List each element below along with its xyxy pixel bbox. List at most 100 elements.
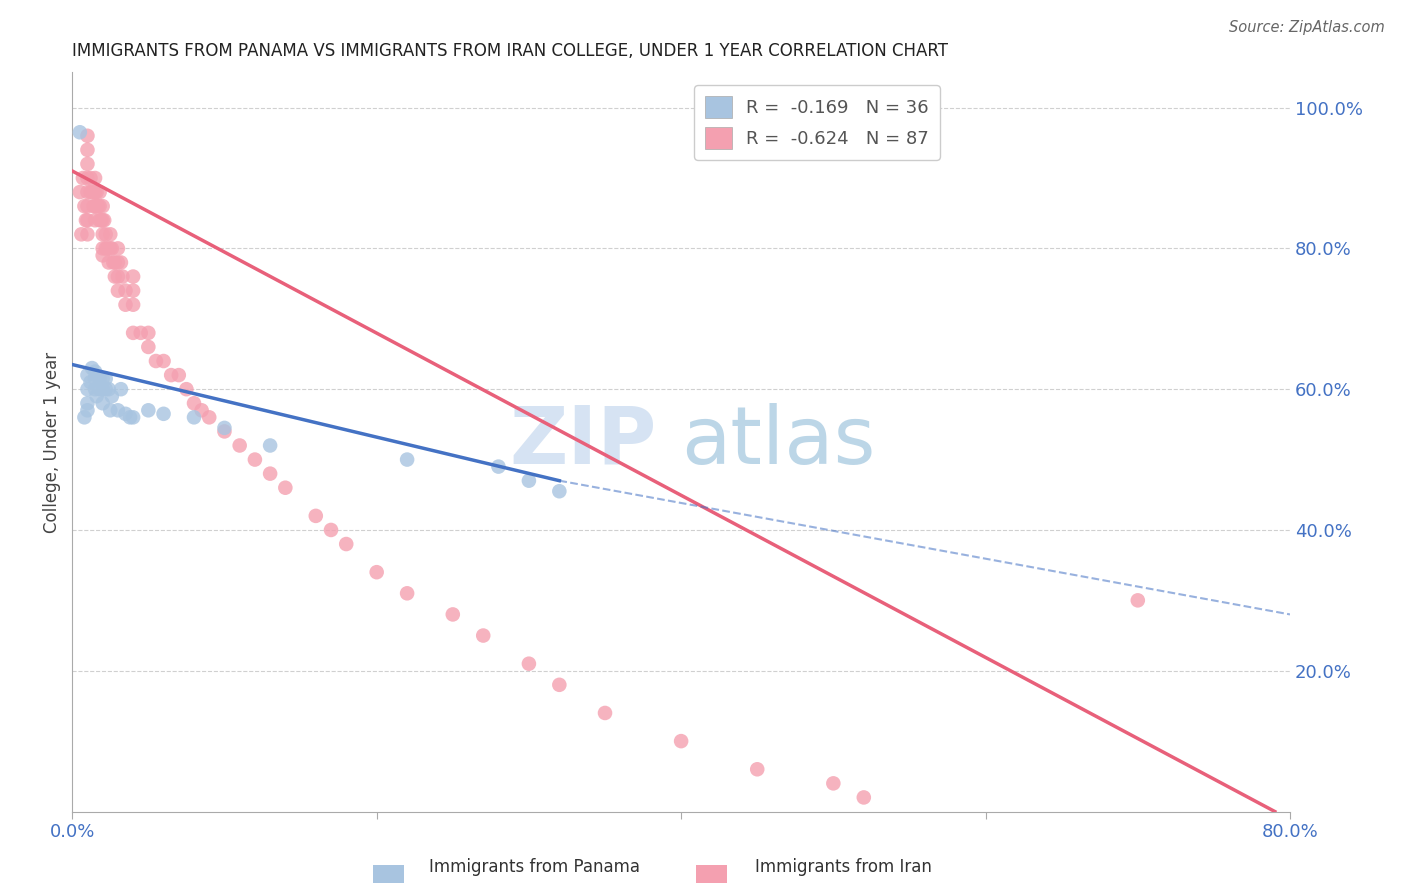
Point — [138, 326, 160, 340]
Point — [84, 199, 107, 213]
Point — [91, 371, 114, 385]
Point — [76, 185, 98, 199]
Point — [183, 396, 205, 410]
Point — [91, 213, 114, 227]
Point — [517, 474, 540, 488]
Point — [89, 371, 111, 385]
Point — [107, 255, 129, 269]
Legend: R =  -0.169   N = 36, R =  -0.624   N = 87: R = -0.169 N = 36, R = -0.624 N = 87 — [695, 85, 941, 160]
Point — [107, 403, 129, 417]
Point — [107, 284, 129, 298]
Point — [669, 734, 692, 748]
Y-axis label: College, Under 1 year: College, Under 1 year — [44, 351, 60, 533]
Point — [84, 371, 107, 385]
Point — [259, 438, 281, 452]
Point — [104, 269, 127, 284]
Point — [97, 382, 120, 396]
Point — [91, 396, 114, 410]
Point — [94, 382, 117, 396]
Point — [396, 452, 419, 467]
Point — [107, 241, 129, 255]
Point — [76, 403, 98, 417]
Point — [86, 389, 108, 403]
Point — [335, 537, 357, 551]
Point — [145, 354, 167, 368]
Point — [79, 171, 101, 186]
Point — [76, 368, 98, 383]
Point — [76, 157, 98, 171]
Point — [104, 255, 127, 269]
Point — [122, 326, 145, 340]
Point — [91, 199, 114, 213]
Point — [110, 255, 132, 269]
Point — [548, 484, 571, 499]
Point — [84, 365, 107, 379]
Point — [122, 269, 145, 284]
Point — [101, 389, 124, 403]
Point — [70, 227, 93, 242]
Point — [89, 199, 111, 213]
Point — [76, 171, 98, 186]
Point — [138, 403, 160, 417]
Point — [89, 382, 111, 396]
Point — [86, 185, 108, 199]
Text: Immigrants from Panama: Immigrants from Panama — [429, 858, 640, 876]
Point — [93, 213, 115, 227]
Point — [319, 523, 342, 537]
Point — [83, 199, 105, 213]
Point — [84, 185, 107, 199]
Point — [84, 171, 107, 186]
Point — [79, 375, 101, 389]
Point — [98, 227, 121, 242]
Text: Immigrants from Iran: Immigrants from Iran — [755, 858, 932, 876]
Point — [152, 407, 174, 421]
Point — [76, 143, 98, 157]
Point — [76, 213, 98, 227]
Point — [214, 425, 236, 439]
Point — [91, 227, 114, 242]
Point — [111, 269, 134, 284]
Point — [107, 269, 129, 284]
Point — [167, 368, 190, 383]
Point — [73, 410, 96, 425]
Point — [69, 125, 91, 139]
Point — [441, 607, 464, 622]
Point — [98, 403, 121, 417]
Point — [138, 340, 160, 354]
Point — [76, 199, 98, 213]
Point — [73, 199, 96, 213]
Point — [110, 382, 132, 396]
Point — [129, 326, 152, 340]
Point — [517, 657, 540, 671]
Point — [198, 410, 221, 425]
Text: atlas: atlas — [681, 403, 876, 481]
Point — [548, 678, 571, 692]
Point — [122, 284, 145, 298]
Point — [190, 403, 212, 417]
Point — [76, 227, 98, 242]
Point — [488, 459, 510, 474]
Point — [91, 248, 114, 262]
Text: ZIP: ZIP — [509, 403, 657, 481]
Point — [103, 255, 125, 269]
Point — [176, 382, 198, 396]
Point — [79, 185, 101, 199]
Point — [76, 382, 98, 396]
Point — [114, 407, 136, 421]
Point — [274, 481, 297, 495]
Point — [152, 354, 174, 368]
Point — [80, 185, 103, 199]
Text: IMMIGRANTS FROM PANAMA VS IMMIGRANTS FROM IRAN COLLEGE, UNDER 1 YEAR CORRELATION: IMMIGRANTS FROM PANAMA VS IMMIGRANTS FRO… — [72, 42, 948, 60]
Point — [396, 586, 419, 600]
Point — [259, 467, 281, 481]
Point — [94, 241, 117, 255]
Point — [90, 213, 112, 227]
Text: Source: ZipAtlas.com: Source: ZipAtlas.com — [1229, 20, 1385, 35]
Point — [72, 171, 94, 186]
Point — [183, 410, 205, 425]
Point — [97, 255, 120, 269]
Point — [76, 396, 98, 410]
Point — [747, 762, 769, 776]
Point — [89, 185, 111, 199]
Point — [472, 628, 495, 642]
